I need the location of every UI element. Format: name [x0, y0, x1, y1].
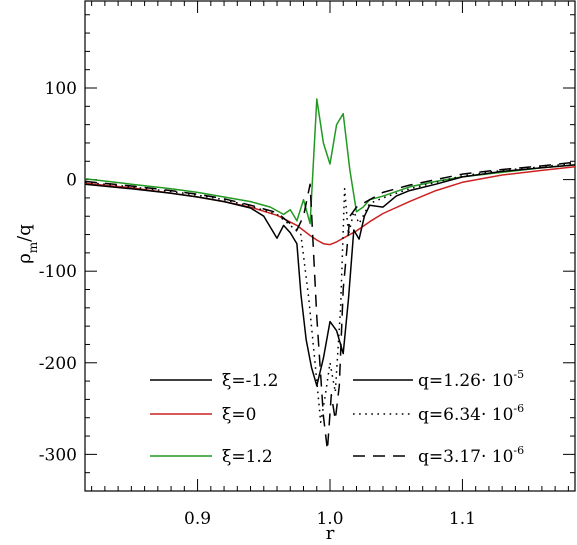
y-tick-label: -100 — [39, 262, 77, 282]
x-tick-label: 1.0 — [316, 509, 343, 529]
x-tick-label: 0.9 — [184, 509, 211, 529]
y-tick-label: 100 — [45, 79, 77, 99]
x-axis-label: r — [326, 523, 335, 544]
y-tick-label: -300 — [39, 445, 77, 465]
legend-label-q-3: q=3.17· 10-6 — [418, 444, 524, 467]
y-tick-label: 0 — [66, 171, 77, 191]
legend-label-xi-pos: ξ=1.2 — [222, 447, 273, 467]
series-line-0 — [84, 166, 576, 246]
axis-ticks — [85, 1, 575, 492]
tick-labels: 0.9 1.0 1.1 100 0 -100 -200 -300 — [39, 79, 476, 529]
legend-label-q-1: q=1.26· 10-5 — [418, 368, 524, 391]
series-line-3 — [84, 162, 576, 424]
series-line-2 — [84, 164, 576, 387]
series-line-1 — [84, 98, 576, 225]
series-line-4 — [84, 161, 576, 451]
y-axis-label: ρm/q — [14, 224, 40, 264]
x-tick-label: 1.1 — [449, 509, 476, 529]
series-lines — [84, 98, 576, 451]
legend: ξ=-1.2 ξ=0 ξ=1.2 q=1.26· 10-5 q=6.34· 10… — [150, 368, 524, 467]
legend-label-q-2: q=6.34· 10-6 — [418, 402, 524, 425]
y-tick-label: -200 — [39, 354, 77, 374]
legend-label-xi-0: ξ=0 — [222, 405, 256, 425]
legend-label-xi-neg: ξ=-1.2 — [222, 371, 278, 391]
